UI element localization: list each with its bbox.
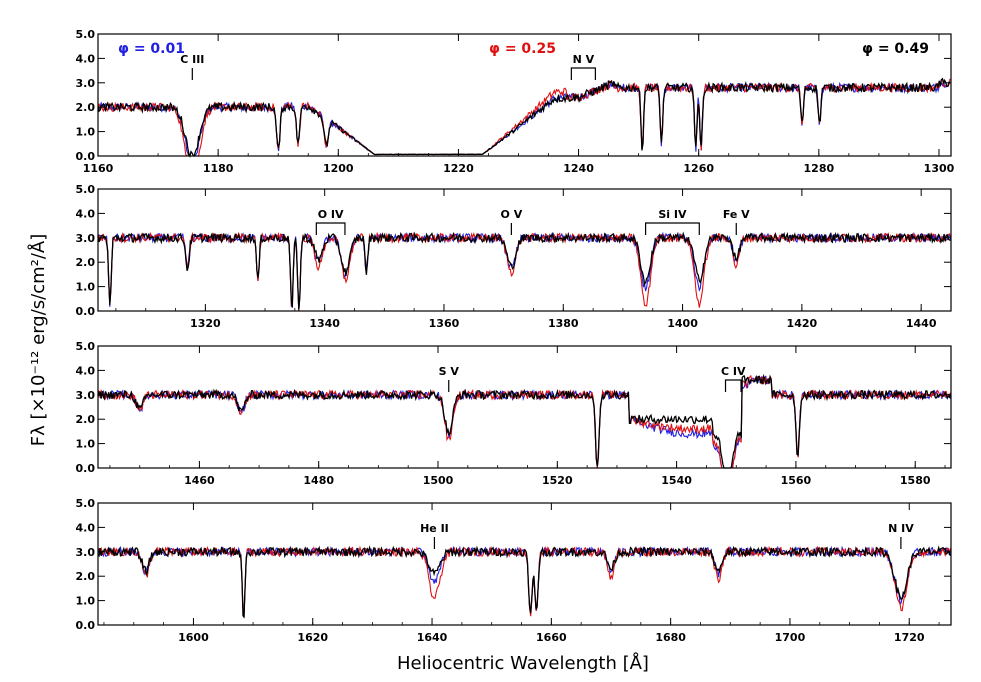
panel-1: 0.0 1.0 2.0 3.0 4.0 5.0 1160 1180 1200 1220 1240 12… (76, 28, 955, 175)
x-tick-label: 1520 (542, 474, 573, 487)
line-id-label: C III (180, 53, 204, 66)
spectrum-line (97, 545, 952, 619)
y-tick-label: 4.0 (76, 207, 96, 220)
panel-frame (97, 188, 952, 312)
panel-2: 0.0 1.0 2.0 3.0 4.0 5.0 1320 1340 1360 1380 1400 14… (76, 183, 952, 330)
x-tick-label: 1620 (297, 631, 328, 644)
x-tick-label: 1200 (323, 162, 354, 175)
x-tick-label: 1160 (83, 162, 114, 175)
line-id-label: O V (501, 208, 523, 221)
panels: 0.0 1.0 2.0 3.0 4.0 5.0 1160 1180 1200 1220 1240 12… (76, 28, 955, 644)
line-id-label: N IV (888, 522, 914, 535)
x-tick-label: 1560 (781, 474, 812, 487)
y-tick-label: 0.0 (76, 462, 96, 475)
y-tick-label: 3.0 (76, 389, 96, 402)
line-id-label: Si IV (658, 208, 687, 221)
y-tick-label: 1.0 (76, 281, 96, 294)
legend-phase-025: φ = 0.25 (489, 41, 556, 57)
legend-phase-049: φ = 0.49 (862, 41, 929, 57)
spectrum-line (97, 373, 952, 469)
x-tick-label: 1420 (787, 317, 818, 330)
x-tick-label: 1400 (667, 317, 698, 330)
x-tick-label: 1340 (309, 317, 340, 330)
panel-4: 0.0 1.0 2.0 3.0 4.0 5.0 1600 1620 1640 1660 1680 17… (76, 497, 952, 644)
y-tick-label: 2.0 (76, 256, 96, 269)
spectrum-line (97, 545, 952, 618)
y-axis-title: Fλ [×10⁻¹² erg/s/cm²/Å] (27, 234, 49, 447)
x-tick-label: 1380 (548, 317, 579, 330)
x-tick-label: 1680 (655, 631, 686, 644)
y-tick-label: 4.0 (76, 52, 96, 65)
y-tick-label: 2.0 (76, 413, 96, 426)
panel-frame (97, 33, 952, 157)
x-tick-label: 1500 (423, 474, 454, 487)
line-id-label: C IV (721, 365, 746, 378)
spectrum-line (97, 545, 952, 617)
spectrum-line (97, 231, 951, 310)
y-tick-label: 4.0 (76, 521, 96, 534)
x-tick-label: 1480 (303, 474, 334, 487)
line-id-label: N V (573, 53, 595, 66)
y-tick-label: 5.0 (76, 497, 96, 510)
y-tick-label: 1.0 (76, 126, 96, 139)
x-tick-label: 1300 (924, 162, 955, 175)
y-tick-label: 0.0 (76, 305, 96, 318)
y-tick-label: 1.0 (76, 595, 96, 608)
x-axis-title: Heliocentric Wavelength [Å] (397, 652, 649, 674)
x-tick-label: 1700 (775, 631, 806, 644)
y-tick-label: 5.0 (76, 183, 96, 196)
y-tick-label: 1.0 (76, 438, 96, 451)
x-tick-label: 1540 (661, 474, 692, 487)
x-tick-label: 1580 (900, 474, 931, 487)
x-tick-label: 1600 (178, 631, 209, 644)
panel-frame (97, 502, 952, 626)
y-tick-label: 2.0 (76, 570, 96, 583)
x-tick-label: 1460 (184, 474, 215, 487)
x-tick-label: 1320 (190, 317, 221, 330)
x-tick-label: 1720 (894, 631, 925, 644)
x-tick-label: 1180 (203, 162, 234, 175)
line-id-bracket (724, 379, 742, 392)
y-tick-label: 3.0 (76, 232, 96, 245)
y-tick-label: 0.0 (76, 619, 96, 632)
x-tick-label: 1360 (429, 317, 460, 330)
line-id-label: S V (439, 365, 460, 378)
spectrum-line (97, 77, 951, 159)
x-tick-label: 1240 (563, 162, 594, 175)
legend-phase-001: φ = 0.01 (118, 41, 185, 57)
x-tick-label: 1260 (683, 162, 714, 175)
x-tick-label: 1640 (417, 631, 448, 644)
line-id-bracket (570, 67, 596, 80)
y-tick-label: 2.0 (76, 101, 96, 114)
y-tick-label: 3.0 (76, 77, 96, 90)
line-id-label: He II (420, 522, 449, 535)
panel-frame (97, 345, 952, 469)
x-tick-label: 1660 (536, 631, 567, 644)
y-tick-label: 3.0 (76, 546, 96, 559)
line-id-label: O IV (318, 208, 344, 221)
line-id-label: Fe V (723, 208, 750, 221)
line-id-bracket (315, 222, 346, 235)
y-tick-label: 4.0 (76, 364, 96, 377)
panel-3: 0.0 1.0 2.0 3.0 4.0 5.0 1460 1480 1500 1520 1540 15… (76, 340, 952, 487)
x-tick-label: 1220 (443, 162, 474, 175)
x-tick-label: 1440 (906, 317, 937, 330)
x-tick-label: 1280 (804, 162, 835, 175)
y-tick-label: 5.0 (76, 340, 96, 353)
spectrum-line (97, 231, 951, 312)
y-tick-label: 5.0 (76, 28, 96, 41)
spectrum-line (97, 231, 952, 311)
y-tick-label: 0.0 (76, 150, 96, 163)
line-id-bracket (644, 222, 700, 235)
